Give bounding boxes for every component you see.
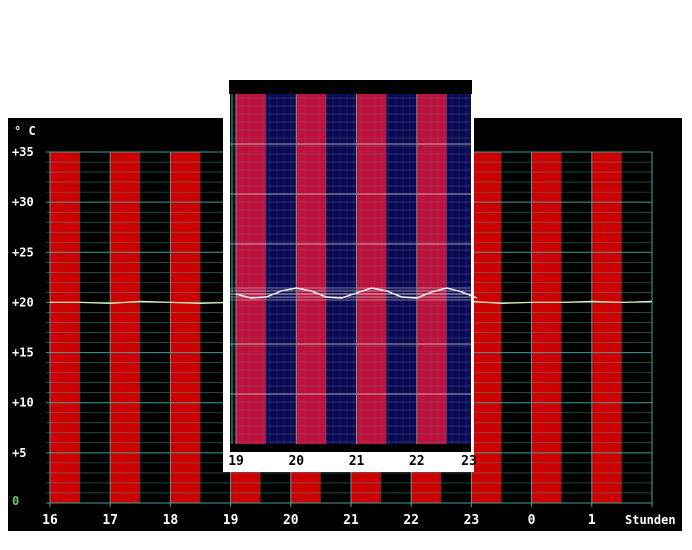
- x-tick-label: 18: [163, 513, 179, 528]
- y-tick-label: 0: [12, 494, 19, 508]
- inset-top-bar: [229, 80, 472, 94]
- time-band: [50, 152, 81, 503]
- time-band: [531, 152, 562, 503]
- x-tick-label: 16: [42, 513, 58, 528]
- time-band: [561, 152, 592, 503]
- inset-grid: [230, 94, 471, 444]
- inset-time-band: [266, 94, 297, 444]
- inset-x-tick-label: 22: [409, 454, 425, 469]
- x-tick-label: 19: [223, 513, 239, 528]
- inset-x-tick-label: 23: [461, 454, 477, 469]
- inset-x-tick-label: 21: [349, 454, 365, 469]
- y-tick-label: +10: [12, 396, 34, 410]
- y-tick-label: +35: [12, 145, 34, 159]
- inset-x-tick-label: 19: [228, 454, 244, 469]
- time-band: [140, 152, 171, 503]
- inset-time-band: [296, 94, 327, 444]
- time-band: [591, 152, 622, 503]
- y-tick-label: +20: [12, 295, 34, 309]
- inset-x-tick-label: 20: [288, 454, 304, 469]
- y-tick-label: +5: [12, 446, 26, 460]
- x-tick-label: 22: [403, 513, 419, 528]
- x-tick-label: 1: [588, 513, 596, 528]
- y-tick-label: +30: [12, 195, 34, 209]
- time-band: [80, 152, 111, 503]
- x-tick-label: 20: [283, 513, 299, 528]
- y-tick-label: +15: [12, 346, 34, 360]
- x-axis-label: Stunden: [625, 513, 676, 527]
- time-band: [170, 152, 201, 503]
- inset-time-band: [236, 94, 267, 444]
- time-band: [110, 152, 141, 503]
- y-tick-labels: 0 +5 +10 +15 +20 +25 +30 +35: [12, 145, 34, 508]
- inset-axis-strip: [230, 444, 471, 452]
- zoom-inset: 19 20 21 22 23: [223, 80, 478, 472]
- time-band: [621, 152, 652, 503]
- inset-bands: [236, 94, 471, 444]
- inset-time-band: [356, 94, 387, 444]
- x-tick-labels: 16 17 18 19 20 21 22 23 0 1: [42, 513, 596, 528]
- x-tick-label: 0: [528, 513, 536, 528]
- y-tick-label: +25: [12, 245, 34, 259]
- x-tick-label: 17: [102, 513, 118, 528]
- y-axis-label: ° C: [14, 124, 36, 138]
- x-tick-label: 23: [464, 513, 480, 528]
- inset-series-line: [235, 287, 478, 299]
- inset-time-band: [386, 94, 417, 444]
- inset-time-band: [416, 94, 447, 444]
- time-band: [501, 152, 532, 503]
- inset-time-band: [326, 94, 357, 444]
- inset-x-tick-labels: 19 20 21 22 23: [228, 454, 477, 469]
- x-tick-label: 21: [343, 513, 359, 528]
- time-band: [471, 152, 502, 503]
